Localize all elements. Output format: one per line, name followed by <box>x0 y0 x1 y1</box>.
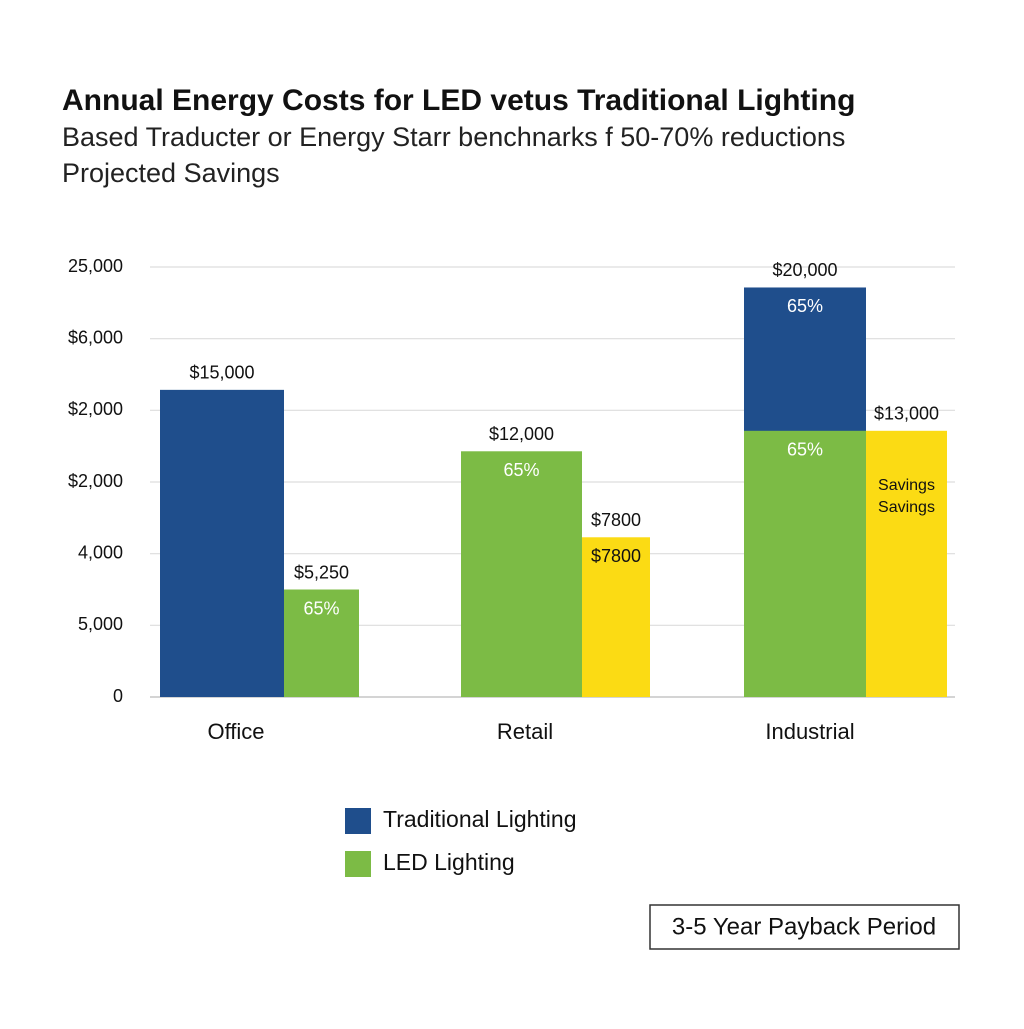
bar <box>744 430 866 697</box>
x-tick-label: Office <box>207 719 264 744</box>
inner-label: Savings <box>878 499 935 516</box>
x-tick-label: Retail <box>497 719 553 744</box>
annotation-box <box>649 904 960 950</box>
bar <box>461 451 582 697</box>
inner-label: 65% <box>303 598 339 618</box>
y-tick-label: 4,000 <box>78 542 123 562</box>
legend-swatch <box>345 808 371 834</box>
inner-label: 65% <box>503 460 539 480</box>
chart-subtitle: Projected Savings <box>62 158 280 188</box>
y-tick-label: $6,000 <box>68 327 123 347</box>
data-label: $15,000 <box>189 363 254 383</box>
inner-label: 65% <box>787 296 823 316</box>
bar <box>160 389 284 697</box>
inner-label: 65% <box>787 440 823 460</box>
legend-swatch <box>345 851 371 877</box>
legend-label: LED Lighting <box>383 849 515 875</box>
y-tick-label: 0 <box>113 686 123 706</box>
y-tick-label: 25,000 <box>68 256 123 276</box>
chart-subtitle: Based Traducter or Energy Starr benchnar… <box>62 122 845 152</box>
data-label: $12,000 <box>489 424 554 444</box>
y-tick-label: $2,000 <box>68 471 123 491</box>
data-label: $7800 <box>591 510 641 530</box>
x-tick-label: Industrial <box>765 719 854 744</box>
bar <box>866 430 947 697</box>
data-label: $13,000 <box>874 404 939 424</box>
bar <box>284 589 359 697</box>
data-label: $20,000 <box>772 260 837 280</box>
annotation: 3-5 Year Payback Period <box>672 913 936 940</box>
legend-label: Traditional Lighting <box>383 806 577 832</box>
bar <box>582 537 650 697</box>
inner-label: Savings <box>878 477 935 494</box>
chart-title: Annual Energy Costs for LED vetus Tradit… <box>62 84 855 117</box>
data-label: $5,250 <box>294 562 349 582</box>
y-tick-label: 5,000 <box>78 614 123 634</box>
y-tick-label: $2,000 <box>68 399 123 419</box>
inner-label: $7800 <box>591 546 641 566</box>
